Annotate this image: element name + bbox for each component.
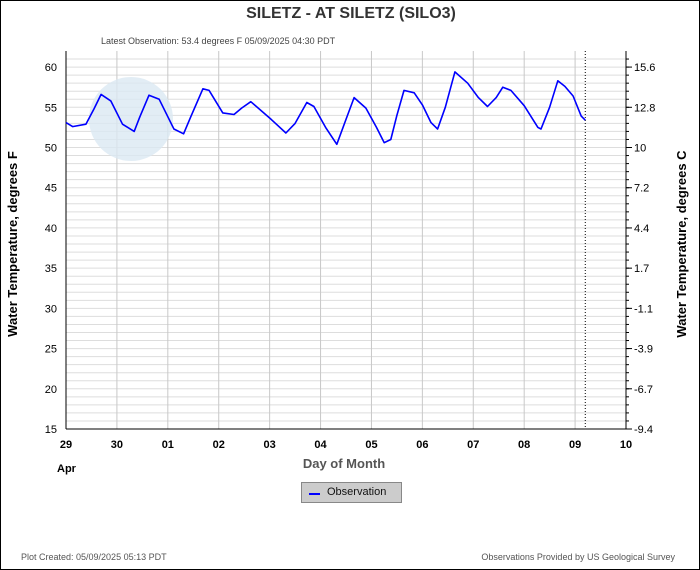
x-tick-label: 07 [467, 439, 479, 451]
legend: Observation [301, 482, 402, 503]
y-right-tick-label: 12.8 [634, 102, 655, 114]
x-tick-label: 29 [60, 439, 72, 451]
y-tick-label: 30 [45, 303, 57, 315]
y-tick-label: 25 [45, 344, 57, 356]
chart-title: SILETZ - AT SILETZ (SILO3) [246, 5, 456, 22]
series-line-observation [65, 71, 586, 146]
y-right-tick-label: -3.9 [634, 344, 653, 356]
x-tick-label: 01 [162, 439, 174, 451]
x-month-label: Apr [57, 463, 77, 475]
x-tick-label: 04 [314, 439, 327, 451]
y-tick-label: 20 [45, 384, 57, 396]
plot-created: Plot Created: 05/09/2025 05:13 PDT [21, 552, 167, 562]
x-tick-label: 02 [213, 439, 225, 451]
x-tick-label: 08 [518, 439, 530, 451]
y-tick-label: 55 [45, 102, 57, 114]
x-tick-label: 30 [111, 439, 123, 451]
y-axis-title-right: Water Temperature, degrees C [674, 150, 689, 338]
y-right-tick-label: 15.6 [634, 62, 655, 74]
y-axis-title-left: Water Temperature, degrees F [5, 151, 20, 337]
y-tick-label: 35 [45, 263, 57, 275]
y-tick-label: 50 [45, 143, 57, 155]
y-right-tick-label: -9.4 [634, 424, 653, 436]
y-tick-label: 15 [45, 424, 57, 436]
x-tick-label: 09 [569, 439, 581, 451]
y-right-tick-label: 10 [634, 143, 646, 155]
legend-label-observation: Observation [327, 486, 387, 498]
y-right-tick-label: -6.7 [634, 384, 653, 396]
latest-observation: Latest Observation: 53.4 degrees F 05/09… [101, 36, 336, 46]
x-tick-label: 03 [264, 439, 276, 451]
y-right-tick-label: 1.7 [634, 263, 649, 275]
y-tick-label: 45 [45, 183, 57, 195]
x-tick-label: 06 [416, 439, 428, 451]
y-tick-label: 40 [45, 223, 57, 235]
noaa-logo-watermark [89, 77, 173, 161]
x-tick-label: 10 [620, 439, 632, 451]
y-right-tick-label: -1.1 [634, 303, 653, 315]
y-tick-label: 60 [45, 62, 57, 74]
x-axis-title: Day of Month [303, 456, 385, 471]
y-right-tick-label: 7.2 [634, 183, 649, 195]
data-provider: Observations Provided by US Geological S… [481, 552, 675, 562]
legend-swatch-observation [309, 493, 320, 495]
y-right-tick-label: 4.4 [634, 223, 649, 235]
x-tick-label: 05 [365, 439, 377, 451]
